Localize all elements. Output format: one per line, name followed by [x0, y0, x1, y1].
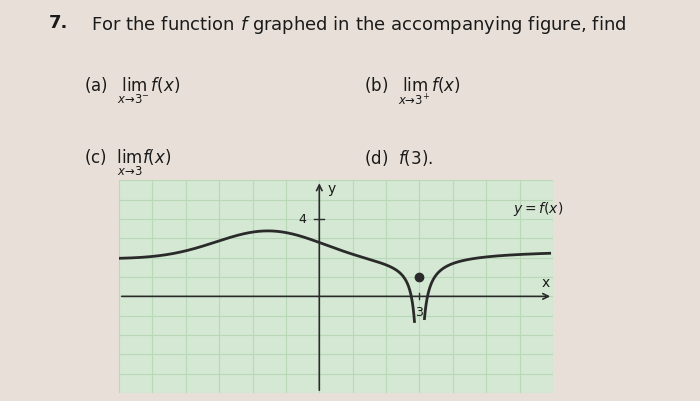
Text: y: y: [328, 182, 336, 196]
Text: (b)  $\lim_{x \to 3^+} f(x)$: (b) $\lim_{x \to 3^+} f(x)$: [364, 76, 461, 107]
Text: For the function $f$ graphed in the accompanying figure, find: For the function $f$ graphed in the acco…: [91, 14, 626, 36]
Text: x: x: [541, 275, 550, 290]
Text: 4: 4: [298, 213, 306, 226]
Text: (d)  $f(3)$.: (d) $f(3)$.: [364, 148, 433, 168]
Text: (a)  $\lim_{x \to 3^-} f(x)$: (a) $\lim_{x \to 3^-} f(x)$: [84, 76, 180, 106]
Text: 3: 3: [416, 306, 423, 319]
Text: 7.: 7.: [49, 14, 69, 32]
Text: (c)  $\lim_{x \to 3} f(x)$: (c) $\lim_{x \to 3} f(x)$: [84, 148, 172, 178]
Text: $y = f(x)$: $y = f(x)$: [513, 200, 564, 219]
